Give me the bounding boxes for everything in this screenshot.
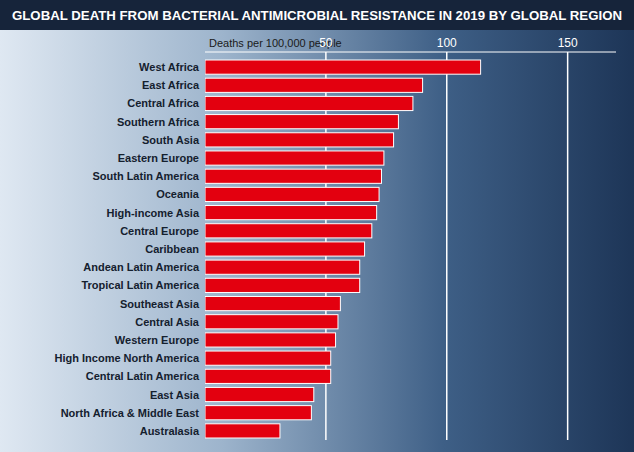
bar (205, 424, 280, 438)
chart-svg: GLOBAL DEATH FROM BACTERIAL ANTIMICROBIA… (0, 0, 634, 452)
axis-label: Deaths per 100,000 people (209, 37, 342, 49)
category-label: Western Europe (115, 334, 199, 346)
bar (205, 387, 314, 401)
tick-label: 50 (319, 36, 333, 50)
tick-label: 150 (558, 36, 578, 50)
grid-line (446, 52, 448, 440)
grid-line (567, 52, 569, 440)
bar (205, 333, 336, 347)
category-label: Tropical Latin America (81, 279, 199, 291)
bar (205, 406, 311, 420)
bar (205, 224, 372, 238)
tick-label: 100 (437, 36, 457, 50)
bar (205, 115, 398, 129)
bar (205, 96, 413, 110)
bar (205, 151, 384, 165)
axis-line (205, 52, 616, 53)
category-label: West Africa (139, 61, 200, 73)
category-label: Eastern Europe (118, 152, 199, 164)
bar (205, 206, 377, 220)
title-band (0, 0, 634, 30)
category-label: North Africa & Middle East (61, 407, 200, 419)
category-label: Southern Africa (117, 116, 200, 128)
category-label: Caribbean (145, 243, 199, 255)
bar (205, 133, 394, 147)
chart-container: GLOBAL DEATH FROM BACTERIAL ANTIMICROBIA… (0, 0, 634, 452)
bar (205, 169, 381, 183)
title: GLOBAL DEATH FROM BACTERIAL ANTIMICROBIA… (12, 8, 622, 23)
category-label: South Asia (142, 134, 200, 146)
category-label: Oceania (156, 188, 200, 200)
category-label: Central Latin America (86, 370, 200, 382)
category-label: Australasia (140, 425, 200, 437)
bar (205, 260, 360, 274)
bar (205, 369, 331, 383)
category-label: Central Europe (120, 225, 199, 237)
category-label: High Income North America (55, 352, 200, 364)
bar (205, 351, 331, 365)
category-label: Central Asia (135, 316, 200, 328)
category-label: South Latin America (92, 170, 199, 182)
bar (205, 315, 338, 329)
bar (205, 278, 360, 292)
bar (205, 242, 365, 256)
category-label: East Africa (142, 79, 200, 91)
category-label: High-income Asia (107, 207, 200, 219)
category-label: Andean Latin America (83, 261, 200, 273)
bar (205, 296, 340, 310)
bar (205, 60, 481, 74)
category-label: Southeast Asia (120, 298, 200, 310)
background (0, 0, 634, 452)
category-label: East Asia (150, 389, 200, 401)
bar (205, 187, 379, 201)
bar (205, 78, 423, 92)
bars (205, 60, 481, 438)
category-label: Central Africa (127, 97, 200, 109)
